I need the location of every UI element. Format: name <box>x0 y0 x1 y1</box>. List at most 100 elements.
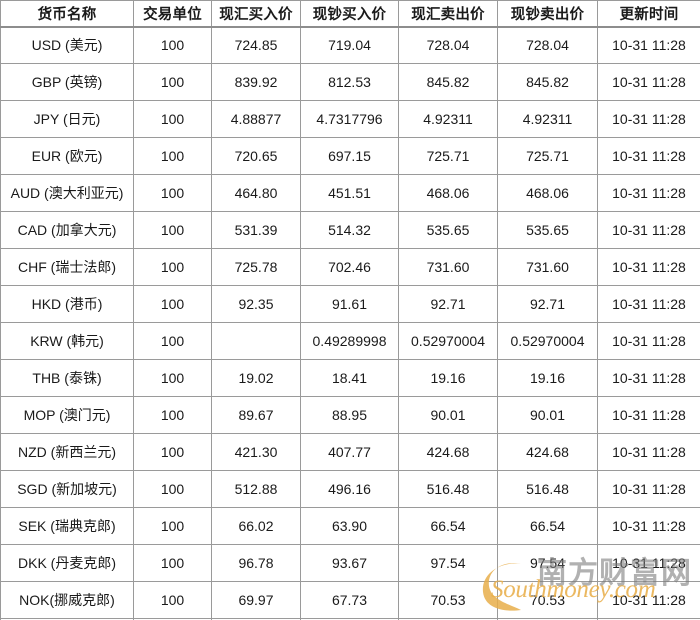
cell-cash-sell: 468.06 <box>497 174 598 212</box>
cell-currency-name: HKD (港币) <box>0 285 134 323</box>
table-row: SEK (瑞典克郎) 100 66.02 63.90 66.54 66.54 10-31 1… <box>0 507 700 545</box>
cell-currency-name: EUR (欧元) <box>0 137 134 175</box>
cell-trade-unit: 100 <box>133 137 212 175</box>
cell-cash-buy: 812.53 <box>300 63 399 101</box>
cell-spot-buy: 720.65 <box>211 137 301 175</box>
table-row: GBP (英镑) 100 839.92 812.53 845.82 845.82 10-31… <box>0 63 700 101</box>
cell-currency-name: THB (泰铢) <box>0 359 134 397</box>
cell-currency-name: GBP (英镑) <box>0 63 134 101</box>
cell-currency-name: JPY (日元) <box>0 100 134 138</box>
cell-cash-sell: 4.92311 <box>497 100 598 138</box>
cell-spot-sell: 4.92311 <box>398 100 498 138</box>
cell-spot-buy <box>211 322 301 360</box>
cell-cash-buy: 67.73 <box>300 581 399 619</box>
cell-spot-buy: 724.85 <box>211 26 301 64</box>
cell-cash-buy: 407.77 <box>300 433 399 471</box>
cell-cash-buy: 719.04 <box>300 26 399 64</box>
table-header: 货币名称 交易单位 现汇买入价 现钞买入价 现汇卖出价 现钞卖出价 更新时间 <box>0 0 700 28</box>
cell-cash-buy: 93.67 <box>300 544 399 582</box>
cell-trade-unit: 100 <box>133 507 212 545</box>
column-header-spot-buy: 现汇买入价 <box>211 0 301 28</box>
table-row: THB (泰铢) 100 19.02 18.41 19.16 19.16 10-31 11:… <box>0 359 700 397</box>
table-row: NZD (新西兰元) 100 421.30 407.77 424.68 424.68 10-… <box>0 433 700 471</box>
cell-update-time: 10-31 11:28 <box>597 322 700 360</box>
cell-update-time: 10-31 11:28 <box>597 63 700 101</box>
table-row: DKK (丹麦克郎) 100 96.78 93.67 97.54 97.54 10-31 1… <box>0 544 700 582</box>
table-row: JPY (日元) 100 4.88877 4.7317796 4.92311 4.9231… <box>0 100 700 138</box>
cell-cash-buy: 88.95 <box>300 396 399 434</box>
cell-spot-sell: 845.82 <box>398 63 498 101</box>
cell-currency-name: CAD (加拿大元) <box>0 211 134 249</box>
cell-spot-sell: 516.48 <box>398 470 498 508</box>
column-header-cash-buy: 现钞买入价 <box>300 0 399 28</box>
cell-spot-buy: 66.02 <box>211 507 301 545</box>
cell-cash-sell: 92.71 <box>497 285 598 323</box>
cell-cash-buy: 4.7317796 <box>300 100 399 138</box>
cell-spot-sell: 97.54 <box>398 544 498 582</box>
cell-spot-sell: 731.60 <box>398 248 498 286</box>
cell-trade-unit: 100 <box>133 26 212 64</box>
cell-update-time: 10-31 11:28 <box>597 211 700 249</box>
cell-spot-buy: 69.97 <box>211 581 301 619</box>
cell-cash-sell: 725.71 <box>497 137 598 175</box>
cell-cash-buy: 702.46 <box>300 248 399 286</box>
column-header-cash-sell: 现钞卖出价 <box>497 0 598 28</box>
cell-trade-unit: 100 <box>133 322 212 360</box>
cell-spot-buy: 464.80 <box>211 174 301 212</box>
table-row: USD (美元) 100 724.85 719.04 728.04 728.04 10-31… <box>0 26 700 64</box>
cell-update-time: 10-31 11:28 <box>597 100 700 138</box>
cell-spot-buy: 96.78 <box>211 544 301 582</box>
cell-cash-sell: 424.68 <box>497 433 598 471</box>
table-row: NOK(挪威克郎) 100 69.97 67.73 70.53 70.53 10-31 11… <box>0 581 700 619</box>
cell-spot-buy: 512.88 <box>211 470 301 508</box>
cell-spot-buy: 839.92 <box>211 63 301 101</box>
cell-trade-unit: 100 <box>133 433 212 471</box>
cell-spot-buy: 92.35 <box>211 285 301 323</box>
cell-cash-buy: 18.41 <box>300 359 399 397</box>
table-row: SGD (新加坡元) 100 512.88 496.16 516.48 516.48 10-… <box>0 470 700 508</box>
header-row: 货币名称 交易单位 现汇买入价 现钞买入价 现汇卖出价 现钞卖出价 更新时间 <box>0 0 700 28</box>
cell-spot-buy: 531.39 <box>211 211 301 249</box>
cell-spot-sell: 725.71 <box>398 137 498 175</box>
cell-spot-sell: 728.04 <box>398 26 498 64</box>
cell-spot-buy: 19.02 <box>211 359 301 397</box>
cell-update-time: 10-31 11:28 <box>597 507 700 545</box>
cell-cash-sell: 70.53 <box>497 581 598 619</box>
cell-spot-sell: 70.53 <box>398 581 498 619</box>
cell-cash-sell: 90.01 <box>497 396 598 434</box>
cell-spot-sell: 90.01 <box>398 396 498 434</box>
cell-spot-buy: 725.78 <box>211 248 301 286</box>
table-row: PHP (菲律宾比索)100-12.09--10-31 11:28 <box>0 618 700 620</box>
cell-spot-buy: 421.30 <box>211 433 301 471</box>
cell-update-time: 10-31 11:28 <box>597 26 700 64</box>
cell-cash-buy: 0.49289998 <box>300 322 399 360</box>
cell-update-time: 10-31 11:28 <box>597 359 700 397</box>
cell-spot-sell: 468.06 <box>398 174 498 212</box>
cell-cash-buy: 697.15 <box>300 137 399 175</box>
table-row: KRW (韩元) 100 0.49289998 0.52970004 0.5297000… <box>0 322 700 360</box>
cell-spot-sell: 66.54 <box>398 507 498 545</box>
table-body: USD (美元) 100 724.85 719.04 728.04 728.04 10-31… <box>0 26 700 620</box>
cell-currency-name: MOP (澳门元) <box>0 396 134 434</box>
cell-cash-sell: 66.54 <box>497 507 598 545</box>
cell-currency-name: NZD (新西兰元) <box>0 433 134 471</box>
cell-currency-name: USD (美元) <box>0 26 134 64</box>
cell-trade-unit: 100 <box>133 285 212 323</box>
cell-currency-name: CHF (瑞士法郎) <box>0 248 134 286</box>
cell-trade-unit: 100 <box>133 211 212 249</box>
cell-spot-sell: 535.65 <box>398 211 498 249</box>
cell-update-time: 10-31 11:28 <box>597 248 700 286</box>
cell-trade-unit: 100 <box>133 63 212 101</box>
column-header-spot-sell: 现汇卖出价 <box>398 0 498 28</box>
cell-update-time: 10-31 11:28 <box>597 581 700 619</box>
cell-currency-name: DKK (丹麦克郎) <box>0 544 134 582</box>
cell-cash-buy: 91.61 <box>300 285 399 323</box>
cell-spot-sell: 19.16 <box>398 359 498 397</box>
cell-trade-unit: 100 <box>133 359 212 397</box>
table-row: CAD (加拿大元) 100 531.39 514.32 535.65 535.65 10-… <box>0 211 700 249</box>
cell-spot-sell: 0.52970004 <box>398 322 498 360</box>
cell-cash-sell: 516.48 <box>497 470 598 508</box>
cell-cash-sell: 97.54 <box>497 544 598 582</box>
cell-currency-name: KRW (韩元) <box>0 322 134 360</box>
